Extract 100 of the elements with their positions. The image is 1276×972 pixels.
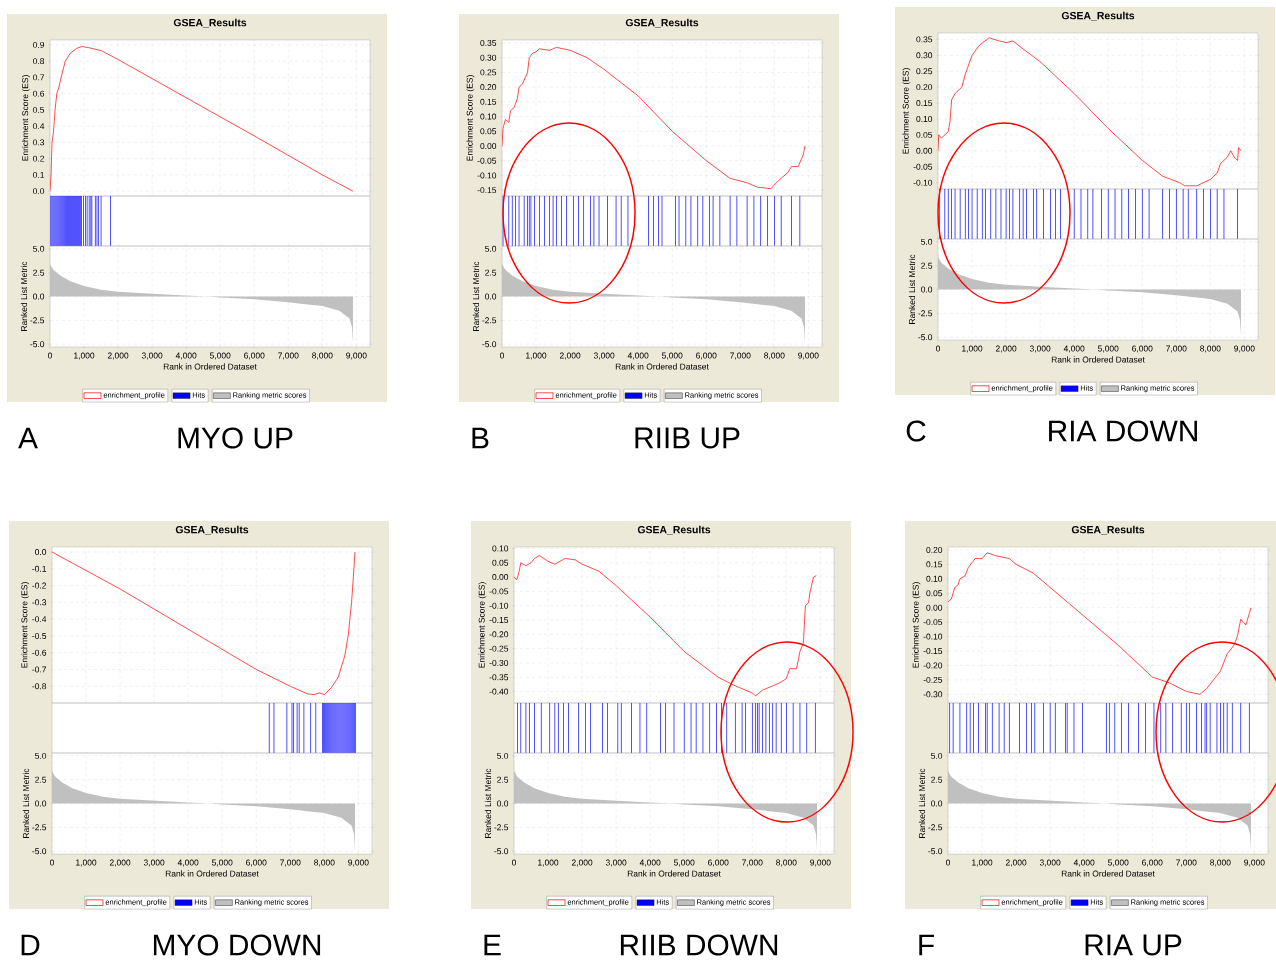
y-tick-label: -5.0 (32, 848, 47, 855)
x-tick-label: 4,000 (175, 352, 197, 360)
y-tick-label: 0.20 (916, 84, 933, 91)
y-tick-label: 5.0 (33, 245, 45, 252)
y-tick-label: 0.7 (33, 74, 45, 81)
text: RIIB UP (635, 427, 740, 449)
text: RIA DOWN (1049, 420, 1197, 442)
text: A (18, 427, 38, 449)
y-tick-label: -0.4 (32, 616, 47, 623)
y-tick-label: 0.5 (33, 106, 45, 113)
y-tick-label: -2.5 (482, 317, 497, 324)
y-tick-label: 0.10 (492, 545, 509, 552)
y-tick-label: 0.00 (492, 574, 509, 581)
x-tick-label: 7,000 (1166, 345, 1187, 353)
x-tick-label: 6,000 (244, 352, 265, 360)
y-axis-title: Enrichment Score (ES) (902, 68, 911, 154)
y-tick-label: 0.3 (33, 139, 45, 146)
y-tick-label: 0.0 (931, 800, 943, 807)
chart-title: GSEA_Results (175, 525, 249, 535)
x-tick-label: 2,000 (559, 352, 581, 360)
x-tick-label: 1,000 (538, 859, 559, 867)
x-tick-label: 9,000 (810, 859, 831, 867)
y-tick-label: 0.05 (480, 128, 497, 135)
y-axis-title: Ranked List Metric (918, 768, 926, 838)
x-axis-title: Rank in Ordered Dataset (1061, 870, 1155, 877)
y-tick-label: -0.05 (477, 157, 497, 164)
y-tick-label: 0.05 (926, 590, 943, 597)
text: B (472, 427, 489, 449)
y-tick-label: 0.0 (921, 286, 933, 293)
x-tick-label: 3,000 (1029, 345, 1051, 353)
x-tick-label: 8,000 (764, 352, 785, 360)
y-axis-title: Ranked List Metric (472, 261, 480, 331)
x-tick-label: 5,000 (1097, 345, 1119, 353)
x-tick-label: 1,000 (76, 859, 97, 867)
y-axis-title: Ranked List Metric (484, 768, 492, 838)
y-tick-label: -2.5 (494, 824, 509, 831)
x-tick-label: 1,000 (972, 859, 993, 867)
y-tick-label: 0.30 (480, 54, 497, 61)
x-tick-label: 5,000 (209, 352, 231, 360)
y-tick-label: 0.30 (916, 52, 933, 59)
x-tick-label: 7,000 (742, 859, 763, 867)
y-axis-title: Enrichment Score (ES) (21, 75, 30, 161)
y-tick-label: 0.05 (916, 131, 933, 138)
y-tick-label: -0.10 (489, 602, 509, 609)
x-tick-label: 3,000 (605, 859, 627, 867)
y-tick-label: -0.40 (489, 688, 509, 695)
x-tick-label: 3,000 (593, 352, 615, 360)
y-tick-label: -2.5 (32, 824, 47, 831)
y-tick-label: 0.6 (33, 90, 45, 97)
y-tick-label: -0.30 (923, 691, 943, 698)
y-tick-label: -0.1 (32, 565, 47, 572)
x-tick-label: 5,000 (1107, 859, 1129, 867)
y-axis-title: Ranked List Metric (908, 254, 916, 324)
chart-title: GSEA_Results (173, 18, 247, 28)
x-tick-label: 4,000 (1073, 859, 1095, 867)
y-tick-label: 5.0 (485, 245, 497, 252)
y-tick-label: 0.1 (33, 171, 45, 178)
y-tick-label: 2.5 (485, 269, 497, 276)
chart-title: GSEA_Results (1061, 11, 1135, 21)
x-axis-title: Rank in Ordered Dataset (163, 363, 257, 370)
text: RIIB DOWN (620, 934, 778, 956)
y-tick-label: 0.15 (480, 98, 497, 105)
y-tick-label: -0.7 (32, 666, 47, 673)
y-tick-label: -0.10 (913, 179, 933, 186)
x-tick-label: 4,000 (177, 859, 199, 867)
x-tick-label: 2,000 (995, 345, 1017, 353)
y-tick-label: -0.10 (923, 633, 943, 640)
x-tick-label: 3,000 (143, 859, 165, 867)
text: MYO UP (178, 427, 293, 449)
y-tick-label: -0.10 (477, 172, 497, 179)
x-tick-label: 2,000 (1005, 859, 1027, 867)
x-tick-label: 4,000 (627, 352, 649, 360)
x-tick-label: 2,000 (109, 859, 131, 867)
y-tick-label: 0.0 (497, 800, 509, 807)
y-tick-label: -0.2 (32, 582, 47, 589)
text: E (484, 934, 501, 956)
x-tick-label: 7,000 (730, 352, 751, 360)
y-tick-label: 0.25 (916, 68, 933, 75)
x-tick-label: 8,000 (314, 859, 335, 867)
y-tick-label: -0.6 (32, 649, 47, 656)
y-tick-label: -0.30 (489, 659, 509, 666)
x-tick-label: 2,000 (571, 859, 593, 867)
x-tick-label: 8,000 (312, 352, 333, 360)
y-tick-label: -0.05 (489, 588, 509, 595)
y-tick-label: 0.0 (33, 293, 45, 300)
y-tick-label: -0.15 (477, 187, 497, 194)
x-axis-title: Rank in Ordered Dataset (615, 363, 709, 370)
y-axis-title: Ranked List Metric (20, 261, 28, 331)
y-tick-label: 0.35 (916, 36, 933, 43)
y-tick-label: -5.0 (494, 848, 509, 855)
y-tick-label: 0.00 (480, 142, 497, 149)
y-tick-label: 2.5 (921, 262, 933, 269)
x-tick-label: 0 (935, 345, 941, 352)
y-tick-label: -0.25 (923, 676, 943, 683)
x-tick-label: 9,000 (346, 352, 367, 360)
y-tick-label: 2.5 (33, 269, 45, 276)
x-axis-title: Rank in Ordered Dataset (165, 870, 259, 877)
x-tick-label: 1,000 (526, 352, 547, 360)
y-tick-label: -0.25 (489, 645, 509, 652)
y-tick-label: -5.0 (928, 848, 943, 855)
